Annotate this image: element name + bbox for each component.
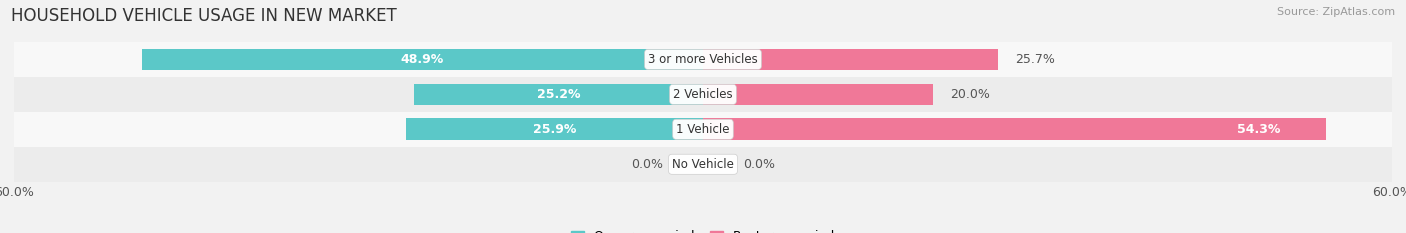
Bar: [14, 42, 1392, 77]
Bar: [703, 118, 1326, 140]
Text: 1 Vehicle: 1 Vehicle: [676, 123, 730, 136]
Bar: [14, 112, 1392, 147]
Bar: [405, 118, 703, 140]
Text: No Vehicle: No Vehicle: [672, 158, 734, 171]
Text: 48.9%: 48.9%: [401, 53, 444, 66]
Text: 0.0%: 0.0%: [631, 158, 662, 171]
Legend: Owner-occupied, Renter-occupied: Owner-occupied, Renter-occupied: [567, 225, 839, 233]
Text: 0.0%: 0.0%: [744, 158, 775, 171]
Bar: [14, 147, 1392, 182]
Bar: [703, 49, 998, 70]
Bar: [14, 77, 1392, 112]
Bar: [142, 49, 703, 70]
Text: HOUSEHOLD VEHICLE USAGE IN NEW MARKET: HOUSEHOLD VEHICLE USAGE IN NEW MARKET: [11, 7, 396, 25]
Text: 25.2%: 25.2%: [537, 88, 581, 101]
Text: 20.0%: 20.0%: [950, 88, 990, 101]
Text: 2 Vehicles: 2 Vehicles: [673, 88, 733, 101]
Text: Source: ZipAtlas.com: Source: ZipAtlas.com: [1277, 7, 1395, 17]
Text: 54.3%: 54.3%: [1237, 123, 1281, 136]
Text: 3 or more Vehicles: 3 or more Vehicles: [648, 53, 758, 66]
Bar: [703, 83, 932, 105]
Bar: [413, 83, 703, 105]
Text: 25.7%: 25.7%: [1015, 53, 1054, 66]
Text: 25.9%: 25.9%: [533, 123, 576, 136]
